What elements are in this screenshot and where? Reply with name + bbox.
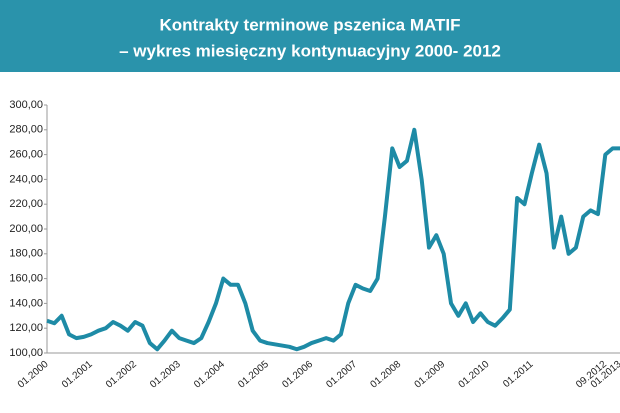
y-tick-label: 240,00 (9, 173, 43, 185)
x-tick-label: 01.2011 (501, 359, 536, 390)
x-tick-label: 01.2006 (280, 359, 315, 391)
y-tick-label: 100,00 (9, 347, 43, 359)
y-tick-label: 180,00 (9, 248, 43, 260)
x-tick-label: 01.2001 (60, 359, 95, 391)
title-banner (0, 0, 620, 72)
y-tick-label: 260,00 (9, 149, 43, 161)
x-tick-label: 01.2003 (148, 359, 183, 391)
y-tick-label: 300,00 (9, 99, 43, 111)
x-tick-label: 01.2000 (16, 359, 51, 391)
x-tick-label: 01.2010 (457, 359, 492, 391)
x-tick-label: 01.2002 (104, 359, 139, 391)
x-tick-label: 01.2009 (413, 359, 448, 391)
x-tick-label: 01.2008 (368, 359, 403, 391)
data-line (46, 127, 620, 352)
chart-title: Kontrakty terminowe pszenica MATIF (159, 15, 460, 34)
y-tick-label: 280,00 (9, 124, 43, 136)
y-tick-label: 200,00 (9, 223, 43, 235)
y-tick-label: 220,00 (9, 198, 43, 210)
y-tick-label: 140,00 (9, 297, 43, 309)
x-tick-label: 01.2005 (236, 359, 271, 391)
y-tick-label: 160,00 (9, 273, 43, 285)
chart-subtitle: – wykres miesięczny kontynuacyjny 2000- … (119, 41, 501, 60)
x-tick-label: 01.2007 (324, 359, 359, 391)
y-tick-label: 120,00 (9, 322, 43, 334)
x-tick-label: 01.2004 (192, 359, 227, 391)
